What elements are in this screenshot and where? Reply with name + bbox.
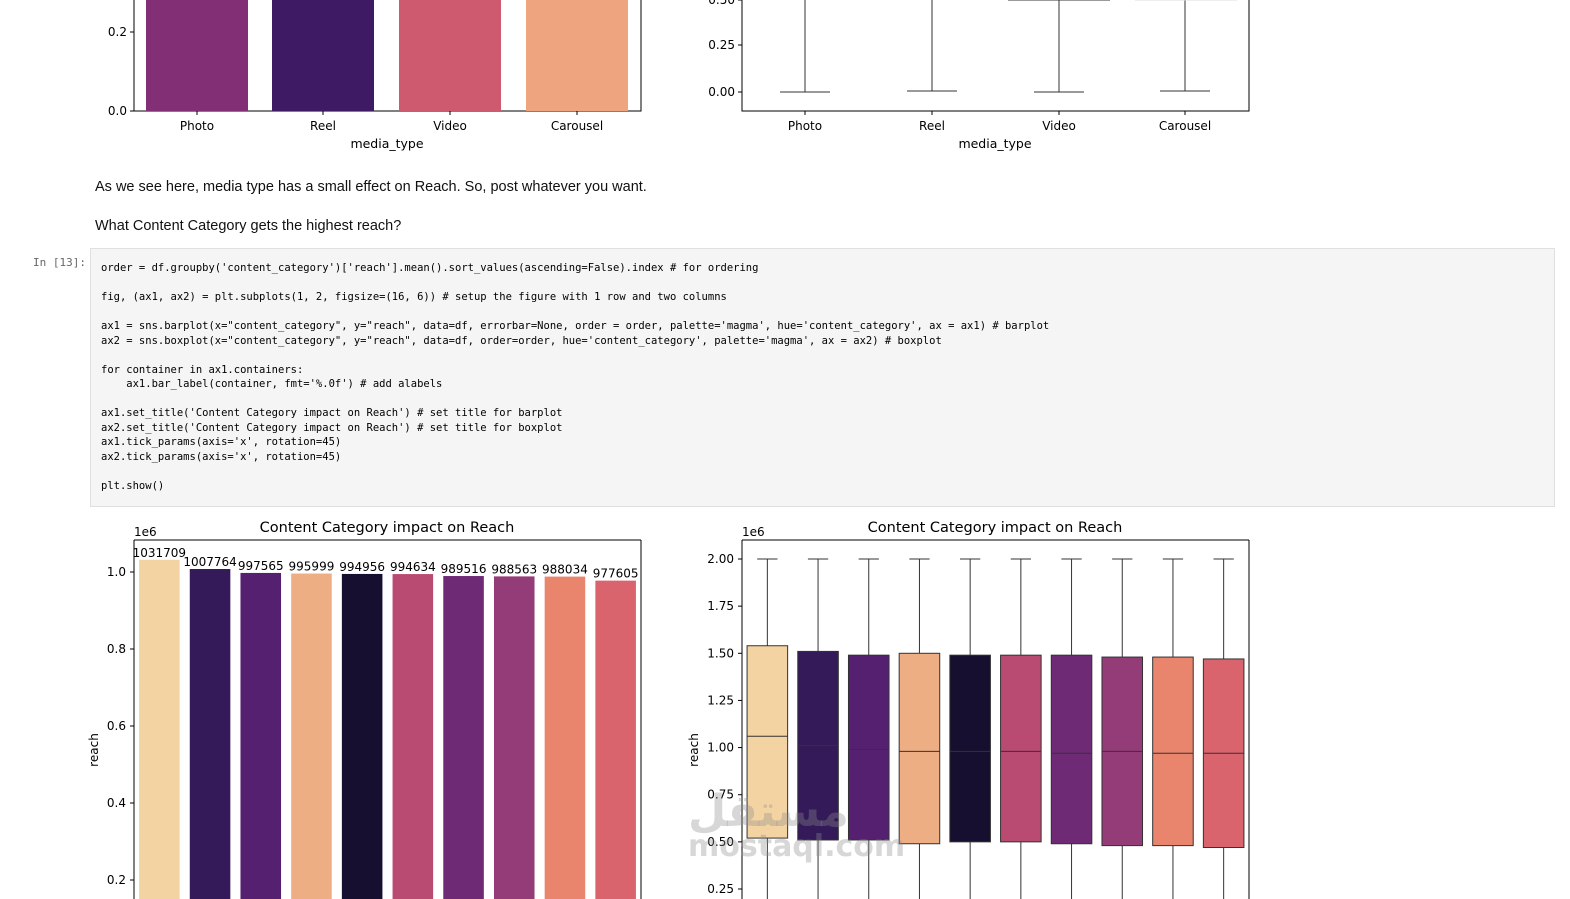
x-axis-label: media_type	[958, 136, 1031, 151]
code-line: ax1.set_title('Content Category impact o…	[101, 407, 563, 419]
y-tick-label: 1.75	[707, 599, 734, 613]
y-tick-label: 0.25	[708, 38, 735, 52]
top-box-chart: Photo Reel Video Carousel 0.00 0.25 0.50 media_…	[708, 0, 1250, 151]
box	[847, 654, 890, 841]
y-tick-label: 0.25	[707, 882, 734, 896]
box	[898, 652, 941, 845]
bar	[392, 574, 434, 899]
bar	[493, 576, 535, 899]
x-tick-label: Carousel	[1159, 119, 1211, 133]
bar-value-label: 977605	[593, 567, 639, 581]
x-tick-label: Reel	[919, 119, 945, 133]
bar	[595, 580, 636, 899]
x-tick-label: Reel	[310, 119, 336, 133]
y-tick-label: 0.2	[107, 873, 126, 887]
y-tick-label: 0.2	[108, 25, 127, 39]
bar	[443, 576, 484, 899]
code-line: fig, (ax1, ax2) = plt.subplots(1, 2, fig…	[101, 291, 727, 303]
box	[746, 645, 789, 839]
y-tick-label: 0.6	[107, 719, 126, 733]
y-tick-label: 2.00	[707, 552, 734, 566]
x-tick-label: Video	[433, 119, 467, 133]
bar	[240, 572, 282, 899]
top-bar-chart: Photo Reel Video Carousel 0.0 0.2 media_type	[108, 0, 642, 151]
bar	[341, 573, 383, 899]
bar-value-label: 988034	[542, 563, 588, 577]
code-line: ax1.tick_params(axis='x', rotation=45)	[101, 436, 342, 448]
x-axis-label: media_type	[350, 136, 423, 151]
code-line: order = df.groupby('content_category')['…	[101, 262, 759, 274]
code-line: plt.show()	[101, 479, 165, 492]
scale-label: 1e6	[742, 525, 765, 539]
code-line: ax1 = sns.barplot(x="content_category", …	[101, 320, 1050, 332]
top-bar-frame	[133, 0, 642, 112]
bar-value-label: 994956	[339, 560, 385, 574]
box	[1152, 656, 1194, 847]
watermark-arabic: مستقل	[688, 786, 849, 837]
cell-prompt: In [13]:	[33, 256, 86, 269]
y-tick-label: 0.50	[708, 0, 735, 7]
bar	[189, 569, 231, 899]
bar-value-label: 988563	[491, 562, 537, 576]
y-tick-label: 0.00	[708, 85, 735, 99]
bar	[139, 559, 180, 899]
bar	[291, 573, 332, 899]
code-line: ax1.bar_label(container, fmt='%.0f') # a…	[101, 378, 443, 390]
y-tick-label: 1.00	[707, 741, 734, 755]
y-tick-label: 0.75	[707, 788, 734, 802]
box	[949, 654, 991, 843]
y-tick-label: 0.4	[107, 796, 126, 810]
chart-title: Content Category impact on Reach	[868, 520, 1123, 536]
box	[1000, 654, 1042, 843]
chart-title: Content Category impact on Reach	[260, 520, 515, 536]
code-line: for container in ax1.containers:	[101, 363, 304, 376]
y-tick-label: 1.25	[707, 693, 734, 707]
code-line: ax2.tick_params(axis='x', rotation=45)	[101, 450, 342, 463]
bar	[399, 0, 501, 111]
x-tick-label: Video	[1042, 119, 1076, 133]
bar-value-label: 1031709	[133, 546, 186, 560]
scale-label: 1e6	[134, 525, 157, 539]
bar-value-label: 994634	[390, 560, 436, 574]
watermark-url: mostaql.com	[688, 829, 906, 864]
x-tick-label: Photo	[788, 119, 822, 133]
x-tick-label: Photo	[180, 119, 214, 133]
code-cell[interactable]: order = df.groupby('content_category')['…	[90, 248, 1555, 507]
box	[1050, 654, 1093, 845]
bar-value-label: 997565	[238, 559, 284, 573]
y-axis-label: reach	[687, 733, 701, 767]
y-tick-label: 0.50	[707, 835, 734, 849]
code-line: ax2.set_title('Content Category impact o…	[101, 421, 563, 434]
category-bar-chart: Content Category impact on Reach 1e6 10317…	[87, 520, 642, 899]
bar	[146, 0, 248, 111]
category-box-chart: Content Category impact on Reach 1e6 0.25 0…	[687, 520, 1250, 899]
markdown-observation: As we see here, media type has a small e…	[95, 179, 647, 195]
y-tick-label: 1.50	[707, 646, 734, 660]
bar-value-label: 995999	[289, 560, 335, 574]
bar-value-label: 989516	[441, 562, 487, 576]
y-axis-label: reach	[87, 733, 101, 767]
y-tick-label: 0.0	[108, 104, 127, 118]
watermark-logo: مستقل mostaql.com	[688, 790, 905, 862]
bar	[272, 0, 374, 111]
top-box-frame	[741, 0, 1250, 112]
bar-value-label: 1007764	[183, 555, 236, 569]
y-tick-label: 0.8	[107, 642, 126, 656]
code-line: ax2 = sns.boxplot(x="content_category", …	[101, 334, 942, 347]
y-tick-label: 1.0	[107, 565, 126, 579]
x-tick-label: Carousel	[551, 119, 603, 133]
markdown-question: What Content Category gets the highest r…	[95, 218, 402, 234]
bar	[544, 576, 586, 899]
bar	[526, 0, 628, 111]
